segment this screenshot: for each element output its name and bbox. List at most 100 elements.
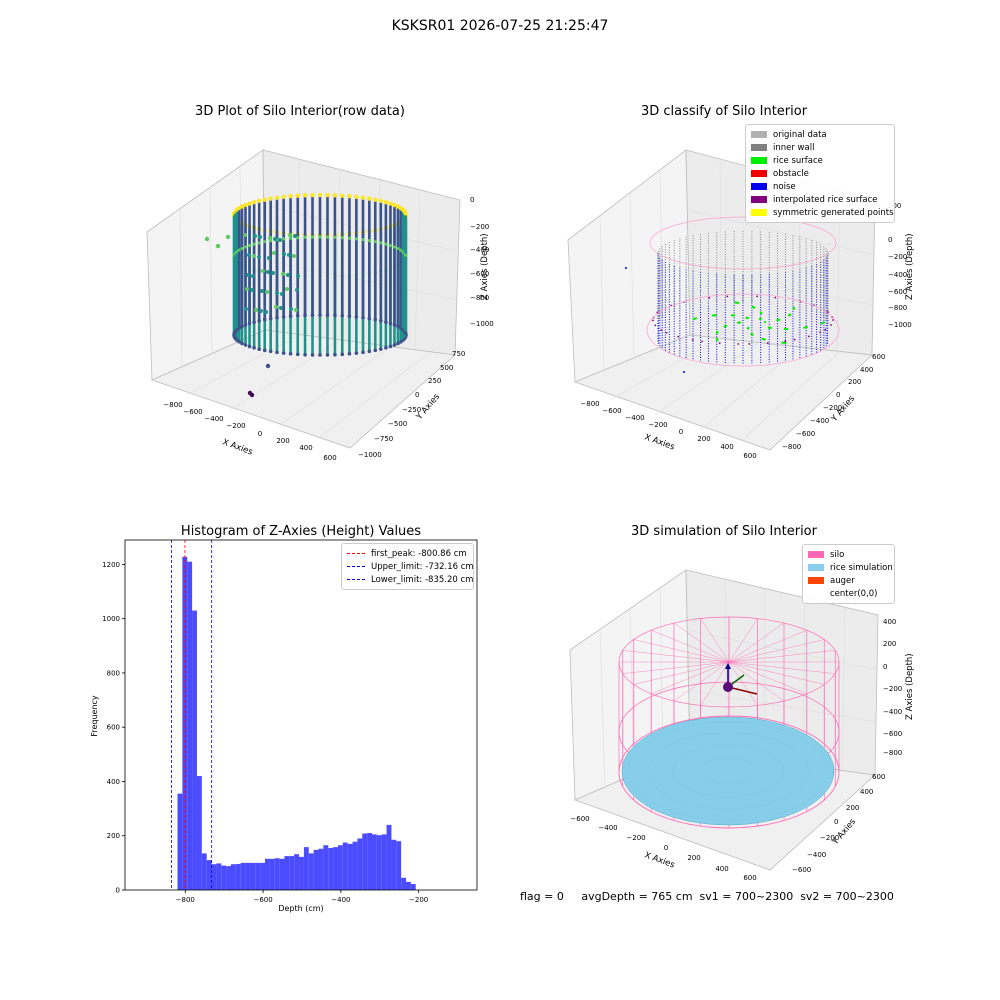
legend-swatch	[751, 209, 767, 216]
data-point	[261, 269, 265, 273]
data-point	[373, 348, 378, 353]
y-tick-label: −200	[823, 404, 842, 412]
silo-roof-line	[728, 650, 836, 663]
data-point	[392, 245, 397, 249]
legend-item: rice surface	[751, 154, 889, 167]
x-tick-label: −200	[626, 834, 645, 842]
legend-item: inner wall	[751, 141, 889, 154]
legend-swatch	[347, 553, 365, 554]
histogram-bar	[255, 862, 261, 890]
histogram-bar	[303, 847, 309, 890]
histogram-bar	[230, 864, 236, 890]
legend-swatch	[808, 577, 824, 584]
data-point	[281, 315, 286, 319]
histogram-bar	[406, 881, 411, 890]
data-point	[760, 312, 763, 315]
data-point	[249, 392, 255, 398]
data-point	[753, 306, 756, 309]
silo-roof-line	[728, 622, 785, 663]
data-point	[392, 343, 397, 347]
y-tick-label: 400	[860, 788, 873, 796]
legend-label: rice simulation	[830, 562, 893, 573]
panel1-points	[204, 192, 409, 398]
x-tick-label: 200	[687, 854, 700, 862]
data-point	[677, 335, 680, 338]
silo-roof-line	[728, 661, 758, 706]
data-point	[784, 340, 787, 343]
data-point	[258, 235, 262, 239]
data-point	[340, 193, 345, 198]
data-point	[716, 330, 719, 333]
silo-roof-line	[728, 618, 758, 663]
y-tick-label: −600	[792, 866, 811, 874]
data-point	[373, 197, 378, 202]
data-point	[830, 324, 832, 326]
data-point	[340, 236, 344, 240]
histogram-bar	[235, 863, 241, 890]
data-point	[318, 353, 322, 357]
data-point	[367, 196, 372, 201]
data-point	[288, 236, 293, 240]
x-tick-label: −400	[625, 414, 644, 422]
data-point	[793, 338, 796, 341]
histogram-bar	[299, 856, 304, 890]
data-point	[280, 292, 284, 296]
silo-roof-line	[700, 618, 730, 663]
panel2-z-label: Z Axies (Depth)	[905, 233, 915, 300]
z-tick-label: −600	[883, 730, 902, 738]
histogram-bar	[226, 866, 231, 890]
data-point	[783, 327, 786, 331]
histogram-y-label: Frequency	[90, 695, 99, 737]
data-point	[247, 243, 252, 248]
data-point	[373, 240, 377, 244]
histogram-bar	[333, 847, 338, 890]
data-point	[288, 314, 293, 319]
data-point	[347, 236, 352, 240]
panel1-x-ticks: −800−600−400−200 0 200 400 600	[163, 401, 336, 462]
y-tick-label: 0	[836, 391, 840, 399]
data-point	[245, 287, 249, 291]
histogram-bar	[381, 834, 387, 890]
histogram-x-ticks: −800 −600 −400 −200	[176, 890, 428, 904]
data-point	[247, 201, 252, 206]
data-point	[388, 201, 393, 206]
legend-swatch	[347, 566, 365, 567]
legend-item: rice simulation	[808, 561, 893, 574]
histogram-bar	[376, 835, 382, 890]
data-point	[266, 270, 270, 274]
data-point	[396, 341, 400, 346]
data-point	[274, 195, 280, 200]
histogram-bar	[274, 858, 280, 890]
data-point	[237, 326, 241, 330]
data-point	[287, 253, 291, 257]
panel2-legend: original data inner wall rice surface obsta…	[745, 124, 895, 223]
x-tick-label: −200	[409, 896, 428, 904]
data-point	[263, 240, 267, 244]
silo-roof-line	[633, 661, 730, 685]
data-point	[281, 194, 286, 200]
data-point	[281, 272, 285, 276]
y-tick-label: 250	[428, 377, 441, 385]
legend-item: Lower_limit: -835.20 cm	[347, 573, 473, 586]
panel2-points	[625, 216, 840, 373]
data-point	[240, 324, 244, 329]
data-point	[738, 321, 742, 324]
y-tick-label: 400	[860, 366, 873, 374]
data-point	[240, 341, 244, 346]
data-point	[378, 198, 384, 204]
histogram-bar	[289, 856, 295, 890]
legend-label: Upper_limit: -732.16 cm	[371, 561, 474, 572]
data-point	[788, 314, 791, 317]
data-point	[259, 309, 263, 313]
z-tick-label: 0	[888, 236, 892, 244]
x-tick-label: 200	[276, 437, 289, 445]
data-point	[268, 236, 272, 240]
panel4-x-ticks: −600 −400 −200 0 200 400 600	[570, 815, 756, 882]
y-tick-label: 600	[872, 353, 885, 361]
silo-roof-line	[622, 661, 730, 674]
x-tick-label: −200	[648, 421, 667, 429]
histogram-bar	[362, 833, 368, 890]
data-point	[246, 273, 250, 277]
data-point	[253, 234, 257, 238]
data-point	[275, 315, 279, 320]
